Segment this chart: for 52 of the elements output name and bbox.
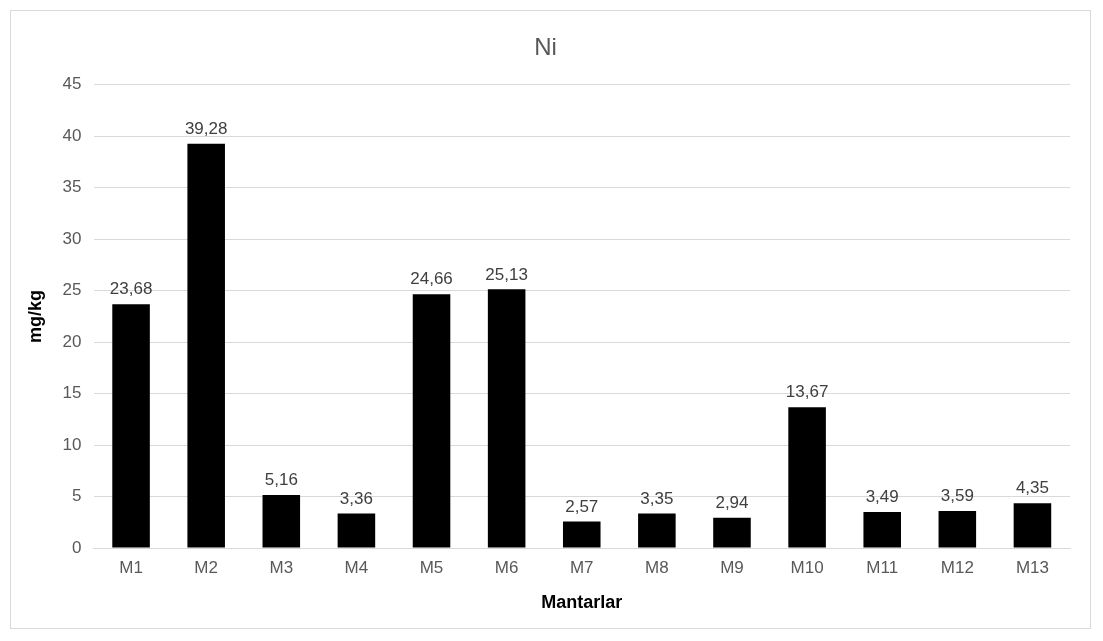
data-label: 39,28 bbox=[184, 118, 228, 138]
bar bbox=[187, 143, 225, 548]
chart-title: Ni bbox=[534, 33, 557, 61]
data-label: 2,94 bbox=[715, 492, 749, 512]
data-label: 3,36 bbox=[339, 488, 373, 508]
bar bbox=[337, 513, 376, 548]
bar bbox=[713, 517, 751, 548]
bar bbox=[863, 512, 901, 548]
x-tick-label: M3 bbox=[269, 557, 294, 577]
y-tick-label: 15 bbox=[62, 383, 82, 403]
y-tick-label: 0 bbox=[72, 537, 82, 557]
bar bbox=[562, 521, 601, 548]
bar bbox=[938, 511, 977, 548]
data-label: 25,13 bbox=[485, 264, 528, 284]
data-label: 2,57 bbox=[565, 496, 599, 516]
y-tick-label: 5 bbox=[72, 486, 82, 506]
x-tick-label: M13 bbox=[1015, 557, 1049, 577]
x-tick-label: M6 bbox=[494, 557, 519, 577]
x-tick-label: M11 bbox=[866, 557, 899, 577]
y-tick-label: 30 bbox=[62, 228, 82, 248]
data-label: 3,35 bbox=[640, 488, 674, 508]
y-axis-title: mg/kg bbox=[24, 289, 45, 343]
x-tick-label: M5 bbox=[419, 557, 444, 577]
bar bbox=[262, 494, 301, 548]
x-tick-label: M8 bbox=[645, 557, 669, 577]
bar bbox=[112, 304, 150, 548]
data-label: 24,66 bbox=[410, 269, 453, 289]
bar bbox=[487, 289, 526, 548]
x-tick-label: M2 bbox=[194, 557, 218, 577]
y-tick-label: 10 bbox=[62, 434, 82, 454]
bar bbox=[1013, 503, 1052, 548]
x-tick-label: M4 bbox=[344, 557, 369, 577]
y-tick-label: 45 bbox=[62, 74, 82, 94]
x-tick-label: M1 bbox=[119, 557, 143, 577]
y-tick-label: 40 bbox=[62, 125, 82, 145]
bar bbox=[412, 294, 451, 548]
x-axis-title: Mantarlar bbox=[541, 592, 623, 613]
data-label: 13,67 bbox=[785, 382, 829, 402]
data-label: 5,16 bbox=[264, 470, 298, 490]
data-label: 3,59 bbox=[940, 486, 974, 506]
y-tick-label: 35 bbox=[62, 177, 82, 197]
bar bbox=[638, 513, 676, 548]
x-tick-label: M7 bbox=[569, 557, 594, 577]
y-tick-label: 20 bbox=[62, 331, 82, 351]
x-tick-label: M10 bbox=[790, 557, 824, 577]
bar bbox=[788, 407, 826, 548]
x-tick-label: M9 bbox=[720, 557, 744, 577]
data-label: 4,35 bbox=[1015, 478, 1049, 498]
data-label: 23,68 bbox=[109, 279, 153, 299]
data-label: 3,49 bbox=[865, 487, 899, 507]
y-tick-label: 25 bbox=[62, 280, 82, 300]
x-tick-label: M12 bbox=[940, 557, 974, 577]
